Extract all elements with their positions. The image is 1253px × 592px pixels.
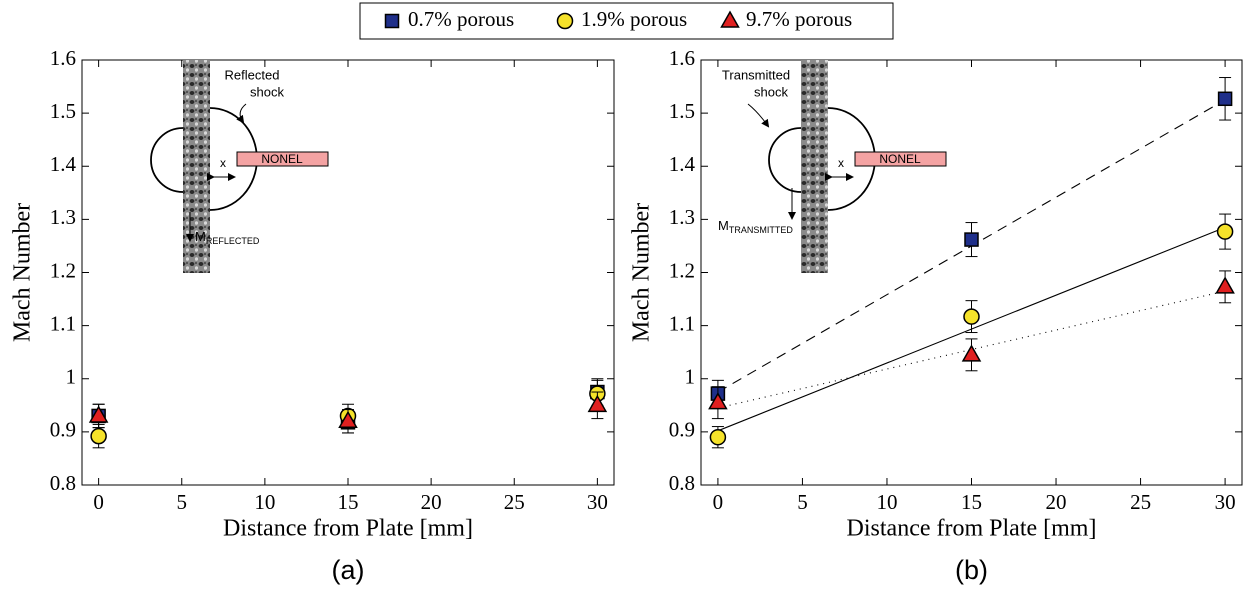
porous-plate [801,60,828,273]
mach-symbol: M [718,218,729,233]
x-tick-label: 20 [1046,490,1067,514]
marker [90,427,107,445]
x-tick-label: 10 [254,490,275,514]
y-tick-label: 1.5 [669,99,695,123]
diagram-label: shock [754,84,788,99]
y-tick-label: 1.4 [50,152,77,176]
marker [961,344,982,362]
legend-marker [720,10,740,28]
x-tick-label: 10 [876,490,897,514]
nonel-tube [236,151,329,167]
shock-pointer [747,103,770,128]
legend-label: 9.7% porous [746,7,852,31]
y-tick-label: 1.2 [50,258,76,282]
y-tick-label: 1.1 [669,311,695,335]
x-tick-label: 20 [421,490,442,514]
y-tick-label: 0.8 [669,471,695,495]
y-axis-label: Mach Number [10,203,36,342]
y-tick-label: 1.2 [669,258,695,282]
y-tick-label: 1.1 [50,311,76,335]
x-tick-label: 0 [93,490,104,514]
x-tick-label: 0 [713,490,724,514]
y-tick-label: 1.3 [669,205,695,229]
mach-symbol: M [195,229,206,244]
diagram-label: shock [250,84,284,99]
y-tick-label: 0.9 [669,418,695,442]
y-tick-label: 1.5 [50,99,76,123]
diagram-label: x [838,156,844,170]
legend-label: 0.7% porous [408,7,514,31]
diagram-label: NONEL [261,152,303,166]
legend-label: 1.9% porous [581,7,687,31]
y-tick-label: 1 [66,365,77,389]
diagram-label: NONEL [879,152,921,166]
legend-marker [384,13,400,29]
x-tick-label: 25 [504,490,525,514]
y-axis-label: Mach Number [629,203,655,342]
marker [1216,223,1234,240]
y-tick-label: 1 [685,365,696,389]
marker [708,392,728,410]
mach-subscript: TRANSMITTED [729,225,793,235]
x-tick-label: 30 [1215,490,1236,514]
x-tick-label: 15 [338,490,359,514]
shock-arc [150,127,184,193]
diagram-label: x [220,156,226,170]
marker [1217,91,1233,107]
diagram-label: MREFLECTED [195,229,260,246]
marker [1215,276,1235,294]
mach-subscript: REFLECTED [206,236,260,246]
x-tick-label: 15 [961,490,982,514]
marker [963,308,980,325]
marker [338,410,358,428]
y-tick-label: 1.6 [669,46,695,70]
x-axis-label: Distance from Plate [mm] [223,516,473,542]
panel-label: (b) [955,555,988,585]
x-tick-label: 5 [177,490,188,514]
shock-pointer [236,103,247,124]
y-tick-label: 1.3 [50,205,76,229]
plot-frame [700,59,1243,486]
x-tick-label: 30 [587,490,608,514]
y-tick-label: 1.4 [669,152,696,176]
legend-box [359,2,894,40]
y-tick-label: 1.6 [50,46,76,70]
x-tick-label: 25 [1130,490,1151,514]
marker [964,232,979,247]
legend-marker [556,12,574,30]
marker [709,428,727,446]
y-tick-label: 0.9 [50,418,76,442]
nonel-tube [854,151,947,167]
diagram-label: Transmitted [722,67,790,82]
x-tick-label: 5 [797,490,808,514]
y-tick-label: 0.8 [50,471,76,495]
diagram-label: MTRANSMITTED [718,218,793,235]
marker [587,394,608,413]
shock-arc [768,127,802,193]
marker [88,405,109,423]
diagram-label: Reflected [225,67,280,82]
x-axis-label: Distance from Plate [mm] [847,516,1097,542]
panel-label: (a) [332,555,365,585]
